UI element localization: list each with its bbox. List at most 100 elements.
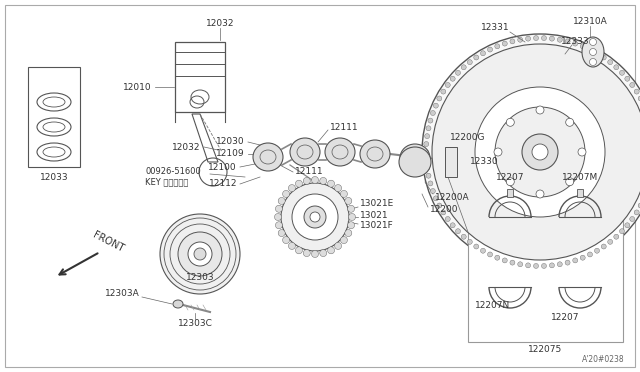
- Ellipse shape: [290, 138, 320, 166]
- Ellipse shape: [281, 183, 349, 251]
- Ellipse shape: [589, 38, 596, 45]
- Ellipse shape: [634, 210, 639, 215]
- Text: FRONT: FRONT: [91, 230, 125, 254]
- Ellipse shape: [638, 96, 640, 101]
- Ellipse shape: [400, 144, 430, 172]
- Ellipse shape: [345, 198, 352, 205]
- Ellipse shape: [340, 237, 348, 244]
- Text: 00926-51600: 00926-51600: [145, 167, 201, 176]
- Ellipse shape: [348, 205, 355, 212]
- Ellipse shape: [595, 248, 600, 253]
- Ellipse shape: [304, 206, 326, 228]
- Text: 12100: 12100: [209, 163, 237, 171]
- Bar: [577, 189, 583, 197]
- Ellipse shape: [578, 148, 586, 156]
- Ellipse shape: [536, 106, 544, 114]
- Ellipse shape: [289, 185, 296, 192]
- Ellipse shape: [441, 210, 446, 215]
- Ellipse shape: [312, 250, 319, 257]
- Text: 12033: 12033: [40, 173, 68, 182]
- Text: 12112: 12112: [209, 180, 237, 189]
- Ellipse shape: [428, 118, 433, 123]
- Ellipse shape: [588, 47, 593, 52]
- Text: 13021E: 13021E: [360, 199, 394, 208]
- Ellipse shape: [278, 198, 285, 205]
- Ellipse shape: [433, 103, 438, 108]
- Ellipse shape: [349, 214, 355, 221]
- Text: 12030: 12030: [216, 138, 245, 147]
- Ellipse shape: [565, 260, 570, 265]
- Ellipse shape: [614, 234, 619, 239]
- Ellipse shape: [506, 178, 515, 186]
- Ellipse shape: [625, 76, 630, 81]
- Ellipse shape: [253, 143, 283, 171]
- Ellipse shape: [275, 214, 282, 221]
- Ellipse shape: [441, 89, 446, 94]
- Ellipse shape: [433, 196, 438, 201]
- Ellipse shape: [601, 55, 606, 60]
- Text: 12303C: 12303C: [177, 320, 212, 328]
- Ellipse shape: [566, 178, 573, 186]
- Ellipse shape: [292, 194, 338, 240]
- Ellipse shape: [541, 263, 547, 269]
- Bar: [468, 172, 623, 342]
- Ellipse shape: [188, 242, 212, 266]
- Ellipse shape: [536, 190, 544, 198]
- Text: 12032: 12032: [205, 19, 234, 29]
- Text: 12109: 12109: [216, 150, 245, 158]
- Text: 13021F: 13021F: [360, 221, 394, 231]
- Ellipse shape: [296, 180, 303, 187]
- Ellipse shape: [303, 177, 310, 185]
- Ellipse shape: [303, 250, 310, 257]
- Ellipse shape: [620, 70, 625, 75]
- Text: 12032: 12032: [172, 142, 200, 151]
- Ellipse shape: [638, 203, 640, 208]
- Ellipse shape: [506, 118, 515, 126]
- Ellipse shape: [488, 47, 493, 52]
- Ellipse shape: [534, 36, 538, 41]
- Ellipse shape: [445, 217, 451, 221]
- Text: 12010: 12010: [124, 83, 152, 92]
- Ellipse shape: [534, 263, 538, 269]
- Ellipse shape: [450, 76, 455, 81]
- Ellipse shape: [608, 60, 612, 65]
- Ellipse shape: [630, 217, 635, 221]
- Ellipse shape: [320, 177, 327, 185]
- Ellipse shape: [488, 252, 493, 257]
- Ellipse shape: [340, 190, 348, 198]
- Text: 12207N: 12207N: [476, 301, 511, 310]
- Ellipse shape: [345, 230, 352, 237]
- Ellipse shape: [461, 234, 466, 239]
- Text: 12207: 12207: [496, 173, 524, 182]
- Ellipse shape: [481, 248, 486, 253]
- Ellipse shape: [437, 203, 442, 208]
- Ellipse shape: [518, 262, 523, 267]
- Ellipse shape: [495, 107, 585, 197]
- Ellipse shape: [614, 65, 619, 70]
- Ellipse shape: [283, 237, 289, 244]
- Ellipse shape: [494, 148, 502, 156]
- Ellipse shape: [630, 83, 635, 87]
- Ellipse shape: [430, 189, 435, 193]
- Ellipse shape: [608, 239, 612, 244]
- Text: 12200G: 12200G: [450, 132, 486, 141]
- Ellipse shape: [328, 247, 335, 254]
- Ellipse shape: [426, 173, 431, 178]
- Text: 12111: 12111: [330, 122, 358, 131]
- Ellipse shape: [325, 138, 355, 166]
- Bar: [175, 42, 225, 112]
- Ellipse shape: [424, 166, 429, 170]
- Ellipse shape: [580, 255, 585, 260]
- Text: 12200: 12200: [430, 205, 458, 214]
- Ellipse shape: [525, 36, 531, 41]
- Ellipse shape: [432, 44, 640, 260]
- Text: 12111: 12111: [295, 167, 324, 176]
- Ellipse shape: [450, 223, 455, 228]
- Ellipse shape: [467, 60, 472, 65]
- Ellipse shape: [573, 41, 578, 46]
- Ellipse shape: [426, 126, 431, 131]
- Ellipse shape: [510, 39, 515, 44]
- Ellipse shape: [422, 34, 640, 270]
- Ellipse shape: [481, 51, 486, 56]
- Ellipse shape: [625, 223, 630, 228]
